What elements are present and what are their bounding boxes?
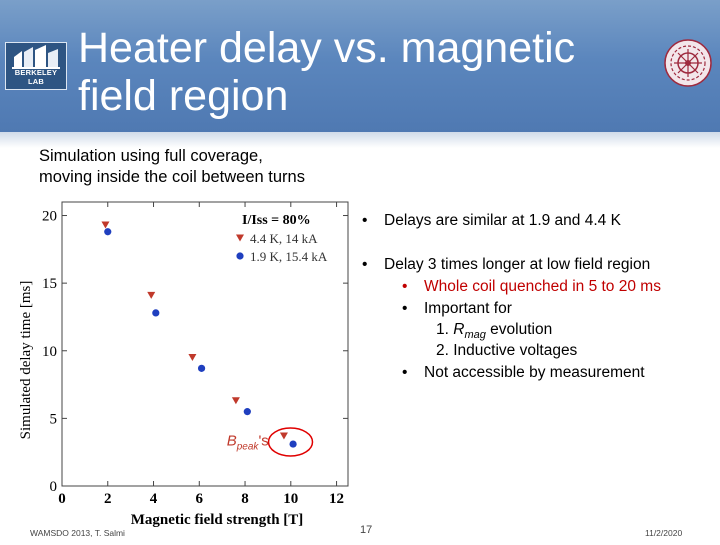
bullet-dot: •	[402, 278, 408, 295]
y-tick-label: 0	[50, 479, 58, 495]
lab-building-icon	[12, 45, 60, 69]
bullet-item-level-2: • Whole coil quenched in 5 to 20 ms	[402, 278, 661, 296]
chart-axes: 0 2 4 6 8 10 12 0 5 10 15 20 Magnetic field strength…	[18, 201, 349, 528]
title-bar-shadow	[0, 132, 720, 148]
institute-logo	[662, 38, 714, 88]
subtitle-line-1: Simulation using full coverage,	[39, 147, 263, 165]
legend-marker-2	[236, 252, 244, 260]
list-number: 2.	[436, 342, 454, 359]
bullet-subscript: mag	[464, 329, 486, 342]
bullet-item-level-3: 2. Inductive voltages	[436, 342, 577, 360]
chart-legend: I/Iss = 80% 4.4 K, 14 kA 1.9 K, 15.4 kA	[236, 213, 328, 264]
bullet-dot: •	[362, 212, 368, 229]
bullet-dot: •	[402, 364, 408, 381]
bullet-text: Not accessible by measurement	[424, 364, 645, 381]
list-number: 1.	[436, 321, 454, 338]
bullet-text: evolution	[485, 321, 553, 338]
bullet-text: Whole coil quenched in 5 to 20 ms	[424, 278, 661, 295]
footer-conference: WAMSDO 2013, T. Salmi	[30, 528, 125, 538]
x-tick-label: 2	[104, 491, 112, 507]
data-point-series-2	[243, 408, 251, 416]
bullet-dot: •	[402, 300, 408, 317]
bullet-item-level-2: • Important for	[402, 300, 512, 318]
chart-marks: Bpeak's	[101, 221, 314, 457]
bullet-item-level-1: • Delays are similar at 1.9 and 4.4 K	[362, 212, 621, 230]
chart-svg: 0 2 4 6 8 10 12 0 5 10 15 20 Magnetic field strength…	[18, 201, 349, 528]
title-line-1: Heater delay vs. magnetic	[78, 24, 576, 72]
bullet-text: Inductive voltages	[453, 342, 578, 359]
bullet-item-level-1: • Delay 3 times longer at low field regio…	[362, 256, 650, 274]
x-tick-label: 4	[150, 491, 158, 507]
y-tick-label: 10	[42, 344, 57, 360]
data-point-series-1	[279, 432, 288, 440]
x-tick-label: 10	[283, 491, 298, 507]
data-point-series-2	[104, 228, 112, 236]
data-point-series-1	[101, 221, 110, 229]
annotation-suffix: 's	[258, 432, 268, 449]
data-point-series-2	[197, 364, 206, 372]
x-tick-label: 12	[329, 491, 344, 507]
bullet-dot: •	[362, 256, 368, 273]
title-bar	[0, 0, 720, 132]
data-point-series-2	[152, 309, 160, 317]
legend-label-2: 1.9 K, 15.4 kA	[250, 249, 328, 264]
bullet-symbol: R	[453, 321, 465, 338]
legend-marker-1	[236, 234, 244, 242]
annotation-base: B	[227, 432, 237, 449]
y-tick-label: 15	[42, 276, 57, 292]
legend-label-1: 4.4 K, 14 kA	[250, 231, 318, 246]
footer-page-number: 17	[360, 524, 373, 536]
footer-date: 11/2/2020	[645, 528, 683, 538]
logo-text: BERKELEY LAB	[14, 68, 58, 86]
delay-vs-field-chart: 0 2 4 6 8 10 12 0 5 10 15 20 Magnetic field strength…	[16, 196, 356, 540]
bullet-text: Delays are similar at 1.9 and 4.4 K	[384, 212, 621, 229]
y-axis-label: Simulated delay time [ms]	[18, 281, 34, 440]
plot-frame	[61, 201, 349, 487]
y-tick-label: 20	[42, 209, 57, 225]
x-tick-label: 0	[58, 491, 66, 507]
title-line-2: field region	[78, 72, 289, 120]
data-point-series-1	[188, 354, 197, 362]
bpeak-annotation: Bpeak's	[227, 432, 269, 452]
x-axis-label: Magnetic field strength [T]	[131, 512, 304, 528]
bullet-item-level-2: • Not accessible by measurement	[402, 364, 645, 382]
data-point-series-1	[231, 397, 240, 405]
bullet-text: Important for	[424, 300, 512, 317]
bullet-item-level-3: 1. Rmag evolution	[436, 321, 552, 341]
y-tick-label: 5	[50, 411, 58, 427]
subtitle-line-2: moving inside the coil between turns	[39, 168, 305, 186]
data-point-series-1	[147, 291, 156, 299]
x-tick-label: 6	[196, 491, 204, 507]
highlight-ellipse	[267, 427, 314, 457]
x-tick-label: 8	[241, 491, 249, 507]
seal-icon	[664, 39, 712, 87]
data-point-series-2	[289, 440, 297, 448]
bullet-text: Delay 3 times longer at low field region	[384, 256, 651, 273]
annotation-subscript: peak	[236, 441, 260, 452]
legend-title: I/Iss = 80%	[242, 213, 311, 228]
berkeley-lab-logo: BERKELEY LAB	[5, 42, 67, 90]
slide-subtitle: Simulation using full coverage, moving i…	[39, 146, 399, 188]
slide-title: Heater delay vs. magnetic field region	[78, 24, 638, 120]
